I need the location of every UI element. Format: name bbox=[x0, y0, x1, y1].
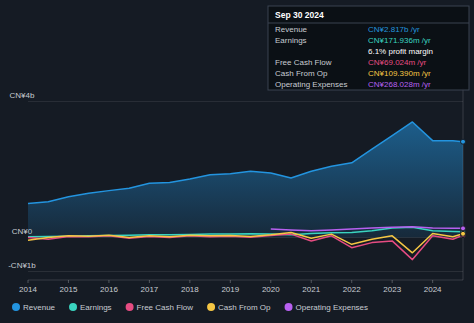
tooltip-label: Cash From Op bbox=[275, 69, 328, 78]
tooltip-separator bbox=[268, 23, 469, 24]
tooltip-value: CN¥69.024m /yr bbox=[368, 58, 427, 67]
tooltip-label: Earnings bbox=[275, 36, 307, 45]
x-tick bbox=[311, 280, 312, 283]
chart: -CN¥1bCN¥0CN¥4b2014201520162017201820192… bbox=[0, 0, 474, 323]
tooltip-label: Free Cash Flow bbox=[275, 58, 332, 67]
series-line bbox=[28, 122, 463, 204]
tooltip-date: Sep 30 2024 bbox=[275, 10, 324, 20]
tooltip-value: CN¥109.390m /yr bbox=[368, 69, 431, 78]
legend-label: Operating Expenses bbox=[296, 303, 369, 312]
x-tick bbox=[432, 280, 433, 283]
x-tick-label: 2024 bbox=[424, 285, 442, 294]
plot-area bbox=[28, 122, 463, 260]
tooltip-label: Operating Expenses bbox=[275, 80, 348, 89]
legend-swatch bbox=[207, 303, 215, 311]
series-line bbox=[28, 232, 463, 252]
x-tick-label: 2016 bbox=[100, 285, 118, 294]
x-tick-label: 2014 bbox=[19, 285, 37, 294]
background bbox=[0, 0, 474, 323]
x-tick-label: 2022 bbox=[343, 285, 361, 294]
tooltip-box bbox=[268, 6, 469, 90]
tooltip-value: CN¥2.817b /yr bbox=[368, 25, 420, 34]
x-axis-line bbox=[28, 280, 463, 281]
x-tick bbox=[189, 280, 190, 283]
legend-swatch bbox=[69, 303, 77, 311]
x-tick bbox=[230, 280, 231, 283]
x-tick bbox=[270, 280, 271, 283]
hover-dot bbox=[461, 231, 466, 236]
legend-swatch bbox=[285, 303, 293, 311]
tooltip-value: CN¥268.028m /yr bbox=[368, 80, 431, 89]
x-tick-label: 2018 bbox=[181, 285, 199, 294]
x-tick bbox=[392, 280, 393, 283]
x-tick-label: 2017 bbox=[140, 285, 158, 294]
x-tick-label: 2015 bbox=[60, 285, 78, 294]
x-tick-label: 2023 bbox=[383, 285, 401, 294]
legend-label: Cash From Op bbox=[218, 303, 271, 312]
legend-label: Earnings bbox=[80, 303, 112, 312]
legend-swatch bbox=[12, 303, 20, 311]
x-tick-label: 2019 bbox=[221, 285, 239, 294]
legend-swatch bbox=[126, 303, 134, 311]
hover-dot bbox=[461, 139, 466, 144]
y-tick-label: -CN¥1b bbox=[8, 261, 36, 270]
x-tick bbox=[68, 280, 69, 283]
grid-line bbox=[28, 271, 463, 272]
x-tick bbox=[28, 280, 29, 283]
x-tick bbox=[149, 280, 150, 283]
x-tick-label: 2021 bbox=[302, 285, 320, 294]
series-line bbox=[271, 227, 463, 231]
legend-label: Revenue bbox=[23, 303, 56, 312]
y-tick-label: CN¥4b bbox=[10, 91, 35, 100]
tooltip-label: Revenue bbox=[275, 25, 308, 34]
tooltip-value: 6.1% profit margin bbox=[368, 47, 433, 56]
series-line bbox=[28, 234, 463, 259]
area bbox=[28, 122, 463, 238]
grid-line bbox=[28, 101, 463, 102]
tooltip-value: CN¥171.936m /yr bbox=[368, 36, 431, 45]
x-tick bbox=[108, 280, 109, 283]
hover-dot bbox=[461, 226, 466, 231]
x-tick-label: 2020 bbox=[262, 285, 280, 294]
x-tick bbox=[351, 280, 352, 283]
legend-label: Free Cash Flow bbox=[137, 303, 194, 312]
